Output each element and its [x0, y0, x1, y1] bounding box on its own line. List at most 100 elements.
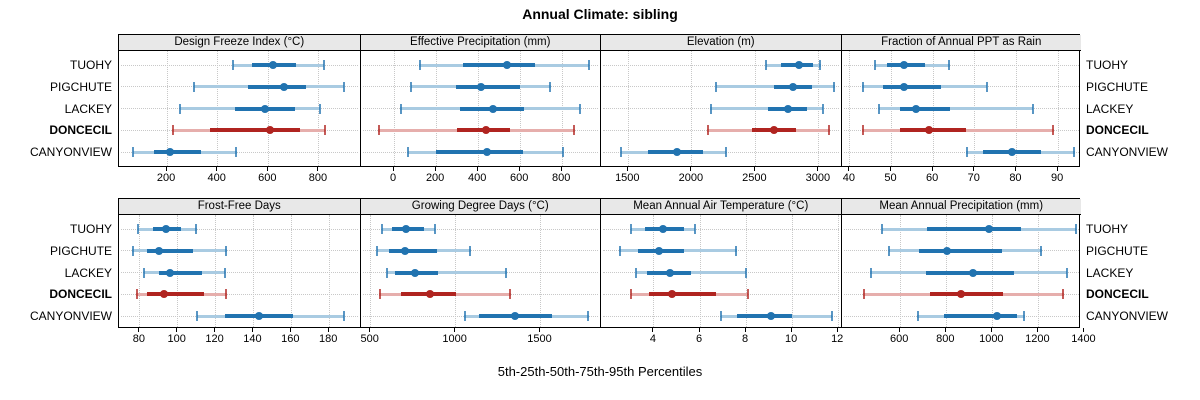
- whisker-cap-left: [862, 289, 865, 300]
- whisker-cap-left: [878, 103, 881, 114]
- whisker-cap-right: [573, 125, 576, 136]
- whisker-cap-right: [549, 81, 552, 92]
- x-tick-label: 120: [205, 333, 224, 345]
- iqr-band: [389, 248, 437, 253]
- x-tick-label: 200: [156, 172, 176, 184]
- median-dot: [502, 61, 511, 69]
- whisker-cap-right: [578, 103, 581, 114]
- median-dot: [426, 290, 435, 299]
- median-dot: [924, 126, 933, 135]
- v-gridline: [1037, 215, 1039, 327]
- panel-design-freeze-index-c: Design Freeze Index (°C): [119, 35, 360, 166]
- site-label-right-doncecil: DONCECIL: [1086, 287, 1149, 302]
- whisker-cap-left: [137, 224, 140, 234]
- x-tick-label: 1500: [527, 333, 552, 345]
- median-dot: [943, 246, 952, 255]
- whisker-cap-right: [985, 81, 988, 92]
- plot-area: [119, 215, 360, 327]
- median-dot: [957, 290, 966, 299]
- v-gridline: [899, 215, 901, 327]
- x-tick-label: 600: [890, 333, 909, 345]
- median-dot: [482, 148, 491, 157]
- x-tick-label: 160: [281, 333, 300, 345]
- whisker-cap-right: [1065, 267, 1068, 278]
- median-dot: [770, 126, 779, 135]
- median-dot: [255, 312, 264, 321]
- x-tick: [369, 328, 371, 332]
- v-gridline: [215, 215, 217, 327]
- x-tick-label: 50: [884, 172, 897, 184]
- h-gridline: [121, 228, 358, 230]
- whisker-cap-left: [874, 60, 877, 70]
- x-tick: [434, 167, 436, 171]
- whisker-cap-left: [132, 147, 135, 158]
- whisker-cap-left: [635, 267, 638, 278]
- x-tick: [392, 167, 394, 171]
- x-tick-label: 1500: [615, 172, 640, 184]
- panel-header: Frost-Free Days: [119, 199, 360, 215]
- whisker-cap-right: [323, 125, 326, 136]
- site-label-left-pigchute: PIGCHUTE: [49, 243, 112, 258]
- v-gridline: [837, 215, 839, 327]
- x-tick-label: 140: [243, 333, 262, 345]
- h-gridline: [121, 250, 358, 252]
- median-dot: [899, 82, 908, 91]
- median-dot: [654, 246, 663, 255]
- panel-header: Elevation (m): [601, 35, 841, 51]
- x-tick-label: 200: [425, 172, 445, 184]
- x-tick-label: 0: [390, 172, 397, 184]
- iqr-band: [649, 292, 717, 297]
- x-tick: [898, 328, 900, 332]
- whisker-cap-right: [821, 103, 824, 114]
- x-tick-label: 800: [308, 172, 328, 184]
- panel-effective-precipitation-mm: Effective Precipitation (mm): [359, 35, 600, 166]
- x-tick: [973, 167, 975, 171]
- whisker-cap-left: [765, 60, 768, 70]
- h-gridline: [843, 64, 1079, 66]
- whisker-cap-left: [965, 147, 968, 158]
- x-tick-label: 80: [1009, 172, 1022, 184]
- x-tick: [698, 328, 700, 332]
- median-dot: [984, 225, 993, 233]
- whisker-cap-right: [223, 267, 226, 278]
- x-tick: [138, 328, 140, 332]
- panel-header: Growing Degree Days (°C): [360, 199, 600, 215]
- median-dot: [912, 104, 921, 113]
- h-gridline: [362, 250, 598, 252]
- x-tick-label: 500: [360, 333, 379, 345]
- median-dot: [165, 148, 174, 157]
- x-tick: [690, 167, 692, 171]
- x-tick: [848, 167, 850, 171]
- whisker-cap-right: [225, 289, 228, 300]
- site-label-right-tuohy: TUOHY: [1086, 222, 1128, 236]
- whisker-cap-left: [630, 289, 633, 300]
- panel-row-1: Design Freeze Index (°C) Effective Precip…: [118, 34, 1081, 167]
- median-dot: [410, 268, 419, 277]
- median-dot: [269, 61, 278, 69]
- whisker-cap-left: [620, 147, 623, 158]
- median-dot: [265, 126, 274, 135]
- median-dot: [668, 290, 677, 299]
- median-dot: [789, 82, 798, 91]
- iqr-band: [463, 63, 535, 67]
- iqr-band: [436, 150, 524, 155]
- iqr-band: [158, 270, 203, 275]
- plot-area: [361, 215, 601, 327]
- whisker-cap-right: [828, 125, 831, 136]
- whisker-cap-left: [399, 103, 402, 114]
- x-tick: [216, 167, 218, 171]
- x-tick: [1056, 167, 1058, 171]
- whisker-cap-right: [235, 147, 238, 158]
- whisker-cap-left: [881, 224, 884, 234]
- x-tick-label: 600: [258, 172, 277, 184]
- x-tick: [518, 167, 520, 171]
- x-tick: [836, 328, 838, 332]
- iqr-band: [147, 292, 205, 297]
- plot-area: [119, 51, 360, 166]
- v-gridline: [791, 215, 793, 327]
- x-tick-label: 800: [551, 172, 571, 184]
- panel-header: Design Freeze Index (°C): [119, 35, 360, 51]
- panel-header: Mean Annual Precipitation (mm): [841, 199, 1081, 215]
- iqr-band: [899, 128, 967, 133]
- whisker-cap-left: [630, 224, 633, 234]
